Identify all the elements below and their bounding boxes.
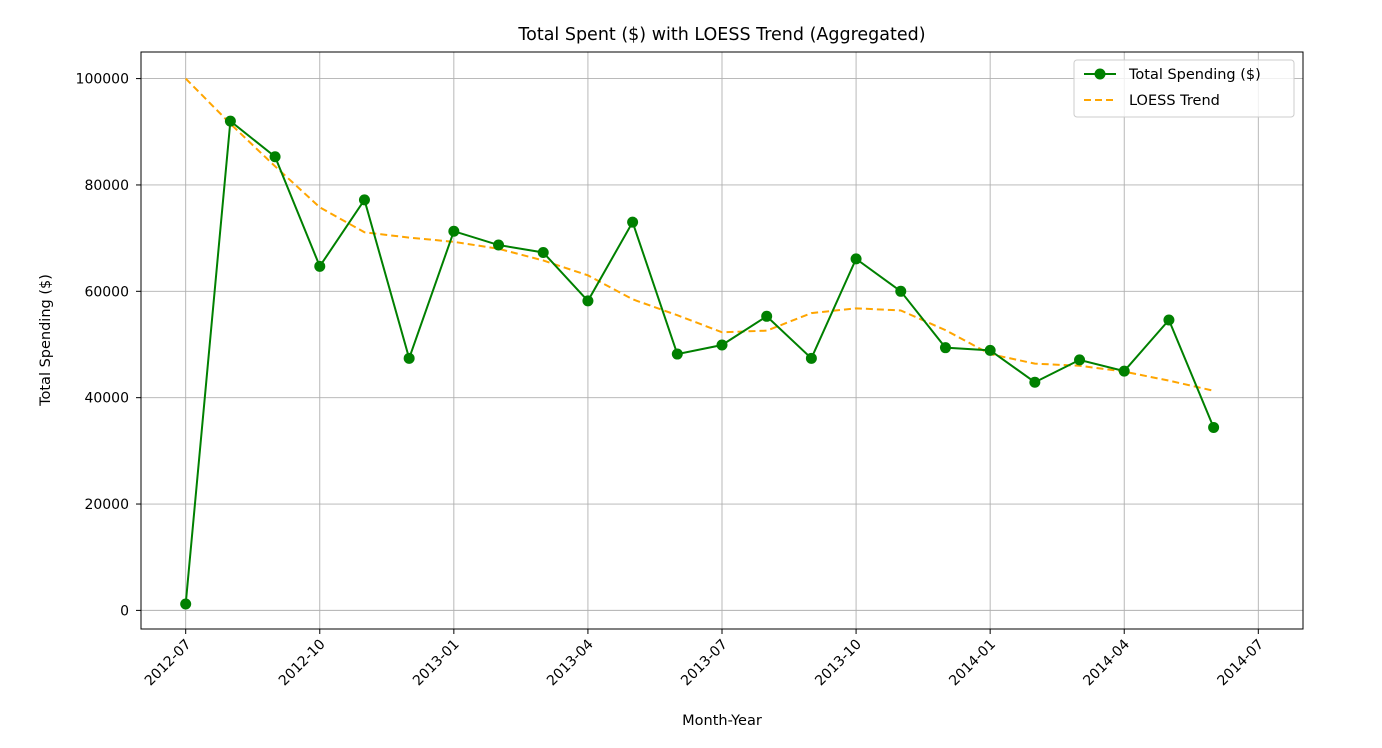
- spending-point: [1208, 421, 1220, 433]
- spending-point: [314, 260, 326, 272]
- spending-point: [358, 194, 370, 206]
- legend-box: [1073, 59, 1295, 118]
- spending-point: [895, 285, 907, 297]
- legend-label-spending: Total Spending ($): [1128, 67, 1261, 83]
- legend: Total Spending ($) LOESS Trend: [1073, 59, 1295, 118]
- grid: [141, 52, 1303, 629]
- spending-point: [850, 253, 862, 265]
- spending-point: [984, 344, 996, 356]
- y-tick-label: 20000: [84, 497, 129, 513]
- x-tick-label: 2012-10: [276, 637, 329, 690]
- spending-point: [224, 115, 236, 127]
- chart-title: Total Spent ($) with LOESS Trend (Aggreg…: [517, 25, 925, 45]
- x-tick-label: 2013-01: [410, 637, 463, 690]
- spending-point: [403, 352, 415, 364]
- legend-label-loess: LOESS Trend: [1129, 93, 1220, 109]
- spending-point: [761, 310, 773, 322]
- y-tick-label: 80000: [84, 178, 129, 194]
- x-tick-label: 2013-07: [678, 637, 731, 690]
- x-tick-label: 2014-01: [946, 637, 999, 690]
- axis-ticks: 0 20000 40000 60000 80000 100000 2012-07 2012-1…: [76, 72, 1268, 690]
- spending-point: [627, 216, 639, 228]
- x-tick-label: 2014-04: [1080, 636, 1133, 689]
- legend-marker-spending: [1094, 68, 1106, 80]
- spending-point: [269, 151, 281, 163]
- spending-point: [1074, 354, 1086, 366]
- spending-point: [1118, 365, 1130, 377]
- spending-point: [1163, 314, 1175, 326]
- data-series: [180, 77, 1220, 610]
- spending-point: [537, 246, 549, 258]
- spending-point: [180, 598, 192, 610]
- spending-point: [671, 348, 683, 360]
- y-tick-label: 40000: [84, 391, 129, 407]
- loess-trend-line: [184, 77, 1214, 392]
- spending-point: [716, 339, 728, 351]
- x-tick-label: 2014-07: [1214, 637, 1267, 690]
- x-tick-label: 2013-04: [544, 636, 597, 689]
- spending-line: [184, 119, 1215, 605]
- x-tick-label: 2013-10: [812, 637, 865, 690]
- y-tick-label: 60000: [84, 284, 129, 300]
- y-tick-label: 100000: [76, 72, 129, 88]
- x-tick-label: 2012-07: [142, 637, 195, 690]
- spending-point: [493, 239, 505, 251]
- spending-point: [1029, 376, 1041, 388]
- spending-point: [582, 295, 594, 307]
- x-axis-title: Month-Year: [682, 713, 762, 729]
- spending-point: [448, 225, 460, 237]
- y-tick-label: 0: [120, 603, 129, 619]
- spending-point: [939, 342, 951, 354]
- spending-point: [805, 352, 817, 364]
- y-axis-title: Total Spending ($): [38, 274, 54, 407]
